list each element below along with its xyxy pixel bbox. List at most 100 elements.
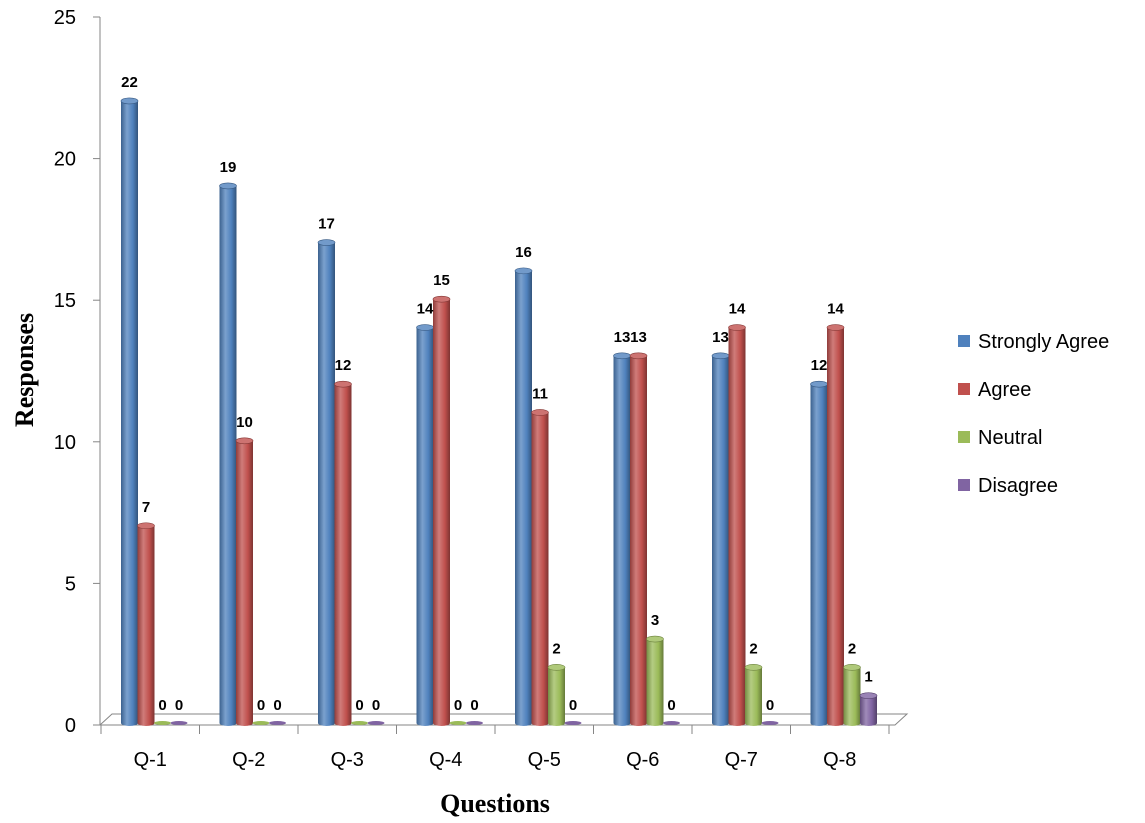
bar — [235, 437, 254, 726]
data-label: 0 — [158, 697, 166, 714]
bar-zero-disc — [269, 721, 286, 725]
bars — [120, 97, 878, 727]
bar — [744, 664, 763, 726]
x-tick-label: Q-4 — [429, 749, 462, 771]
bar — [826, 324, 845, 726]
bar-top — [843, 664, 861, 671]
data-label: 12 — [335, 357, 352, 374]
bar-body — [121, 100, 138, 726]
bar — [334, 380, 352, 726]
data-label: 15 — [433, 272, 450, 289]
data-label: 13 — [630, 329, 647, 346]
bar — [269, 721, 286, 725]
bar-body — [827, 327, 844, 726]
bar — [466, 721, 483, 725]
x-tick-label: Q-5 — [528, 749, 561, 771]
data-label: 0 — [766, 697, 774, 714]
bar — [449, 721, 467, 725]
bar-top — [334, 380, 352, 388]
data-label: 0 — [470, 697, 478, 714]
y-tick-label: 15 — [54, 290, 76, 312]
bar-zero-disc — [154, 721, 171, 725]
bar-body — [728, 327, 746, 726]
y-tick-label: 25 — [54, 7, 76, 29]
x-tick-label: Q-1 — [134, 749, 167, 771]
bar — [613, 352, 631, 726]
bar-top — [629, 352, 648, 360]
bar — [663, 721, 680, 725]
data-label: 2 — [848, 640, 856, 657]
legend-swatch — [958, 383, 970, 395]
bar — [810, 380, 828, 726]
bar — [416, 324, 434, 726]
y-tick-label: 5 — [65, 573, 76, 595]
legend-item: Neutral — [958, 427, 1042, 449]
bar-top — [531, 409, 549, 416]
bar-zero-disc — [761, 721, 779, 725]
legend-item: Agree — [958, 379, 1031, 401]
y-axis-title: Responses — [10, 313, 39, 427]
bar-top — [317, 239, 336, 246]
bar-zero-disc — [663, 721, 680, 725]
bar-body — [613, 355, 631, 726]
bar-top — [120, 97, 139, 105]
bar-zero-disc — [564, 721, 582, 725]
bar — [728, 324, 746, 726]
bar — [351, 721, 368, 725]
data-label: 14 — [417, 301, 434, 318]
data-label: 7 — [142, 499, 150, 516]
data-label: 0 — [273, 697, 281, 714]
bar-top — [137, 522, 155, 530]
data-label: 0 — [667, 697, 675, 714]
legend-label: Strongly Agree — [978, 331, 1109, 353]
data-label: 16 — [515, 244, 532, 261]
data-label: 22 — [121, 74, 138, 91]
bar-body — [630, 355, 647, 726]
bar-body — [433, 299, 450, 726]
bar-zero-disc — [170, 721, 188, 725]
floor — [98, 713, 909, 726]
bar-zero-disc — [252, 721, 270, 725]
legend-label: Agree — [978, 379, 1031, 401]
legend: Strongly Agree Agree Neutral Disagree — [958, 331, 1109, 497]
bar — [137, 522, 155, 726]
x-tick-label: Q-3 — [331, 749, 364, 771]
bar-zero-disc — [351, 721, 368, 725]
data-label: 13 — [614, 329, 631, 346]
bar-top — [432, 295, 451, 303]
bar-top — [728, 324, 746, 331]
bar-body — [548, 667, 565, 726]
bar-body — [318, 242, 335, 726]
bar-body — [843, 667, 861, 726]
bar-body — [712, 355, 729, 726]
x-tick-label: Q-2 — [232, 749, 265, 771]
bar-top — [514, 267, 533, 275]
bar-top — [416, 324, 434, 331]
legend-swatch — [958, 431, 970, 443]
data-label: 3 — [651, 612, 659, 629]
bar-body — [137, 525, 155, 726]
legend-label: Neutral — [978, 427, 1042, 449]
bar-zero-disc — [466, 721, 483, 725]
bar-top — [711, 352, 730, 360]
bar-top — [547, 664, 566, 671]
data-label: 0 — [372, 697, 380, 714]
data-label: 14 — [827, 301, 844, 318]
data-label: 0 — [257, 697, 265, 714]
bar-body — [810, 384, 828, 726]
bar-body — [646, 639, 664, 726]
bar-top — [826, 324, 845, 331]
bar — [154, 721, 171, 725]
data-label: 11 — [532, 385, 548, 402]
bar — [843, 664, 861, 726]
x-tick-label: Q-7 — [725, 749, 758, 771]
legend-item: Disagree — [958, 475, 1058, 497]
data-label: 0 — [175, 697, 183, 714]
legend-item: Strongly Agree — [958, 331, 1109, 353]
data-label: 14 — [729, 301, 746, 318]
y-tick-label: 0 — [65, 715, 76, 737]
bar — [646, 635, 664, 726]
bar-top — [235, 437, 254, 445]
x-tick-label: Q-6 — [626, 749, 659, 771]
